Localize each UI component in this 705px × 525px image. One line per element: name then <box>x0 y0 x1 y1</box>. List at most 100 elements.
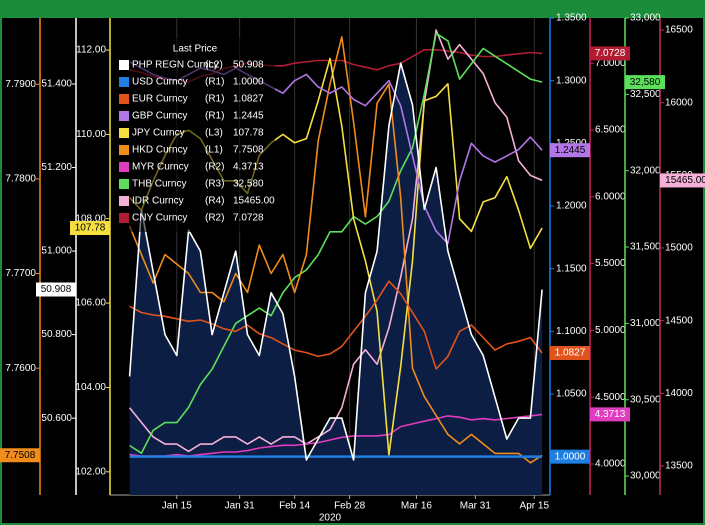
y-tick-label: 16500 <box>665 25 693 36</box>
legend-value: 7.7508 <box>233 145 264 156</box>
line <box>128 36 543 464</box>
y-tick-label: 31,500 <box>630 242 661 253</box>
legend-value: 107.78 <box>233 128 264 139</box>
last-value-box <box>660 173 705 188</box>
legend-name: HKD Curncy <box>132 145 188 156</box>
last-value-label: 50.908 <box>41 284 72 295</box>
y-tick-label: 14000 <box>665 388 693 399</box>
title-bar <box>0 0 705 18</box>
y-tick-label: 5.0000 <box>595 325 626 336</box>
y-tick-label: 6.5000 <box>595 125 626 136</box>
legend-name: GBP Curncy <box>132 111 187 122</box>
legend-axis: (R2) <box>205 213 224 224</box>
y-tick-label: 108.00 <box>75 213 106 224</box>
x-tick-label: Jan 31 <box>225 501 255 512</box>
y-tick-label: 5.5000 <box>595 258 626 269</box>
y-tick-label: 1.1500 <box>556 263 587 274</box>
legend-axis: (L2) <box>205 60 223 71</box>
legend-swatch <box>119 94 129 104</box>
legend-axis: (R2) <box>205 162 224 173</box>
y-tick-label: 51.200 <box>41 162 72 173</box>
legend-name: PHP REGN Curncy <box>132 60 219 71</box>
legend-value: 1.0000 <box>233 77 264 88</box>
y-tick-label: 32,000 <box>630 165 661 176</box>
y-tick-label: 1.1000 <box>556 326 587 337</box>
y-tick-label: 32,500 <box>630 89 661 100</box>
last-value-box <box>550 346 590 361</box>
last-value-label: 7.7508 <box>5 450 36 461</box>
x-tick-label: Mar 16 <box>401 501 433 512</box>
legend-name: EUR Curncy <box>132 94 188 105</box>
legend-name: MYR Curncy <box>132 162 189 173</box>
last-value-label: 32,580 <box>630 77 661 88</box>
y-tick-label: 1.3500 <box>556 13 587 24</box>
last-value-label: 1.0000 <box>555 451 586 462</box>
last-value-label: 4.3713 <box>595 409 626 420</box>
last-value-label: 7.0728 <box>595 48 626 59</box>
last-value-label: 1.0827 <box>555 348 586 359</box>
legend-swatch <box>119 196 129 206</box>
legend-value: 32,580 <box>233 179 264 190</box>
last-value-label: 107.78 <box>75 223 106 234</box>
legend-value: 15465.00 <box>233 196 275 207</box>
legend-swatch <box>119 162 129 172</box>
y-tick-label: 30,000 <box>630 471 661 482</box>
y-tick-label: 112.00 <box>76 45 106 56</box>
legend-swatch <box>119 111 129 121</box>
y-tick-label: 1.0500 <box>556 389 587 400</box>
legend-name: IDR Curncy <box>132 196 184 207</box>
legend: Last Price PHP REGN Curncy(L2) 50.908 USD C… <box>115 38 275 232</box>
last-value-box <box>70 221 110 236</box>
last-value-box <box>550 143 590 158</box>
last-value-box <box>550 449 590 464</box>
legend-axis: (L1) <box>205 145 223 156</box>
last-value-box <box>590 46 630 61</box>
line <box>129 32 543 454</box>
y-tick-label: 51.000 <box>41 246 72 257</box>
y-tick-label: 7.7700 <box>5 268 36 279</box>
y-tick-label: 51.400 <box>41 79 72 90</box>
y-tick-label: 106.00 <box>75 298 106 309</box>
legend-value: 1.2445 <box>233 111 264 122</box>
area <box>129 63 543 495</box>
y-tick-label: 110.00 <box>76 129 106 140</box>
legend-axis: (L3) <box>205 128 223 139</box>
y-tick-label: 7.7600 <box>5 363 36 374</box>
legend-name: THB Curncy <box>132 179 186 190</box>
last-value-box <box>0 448 40 463</box>
y-tick-label: 102.00 <box>75 466 106 477</box>
legend-swatch <box>119 145 129 155</box>
legend-name: CNY Curncy <box>132 213 187 224</box>
line <box>128 62 543 461</box>
last-value-label: 15465.00 <box>665 175 705 186</box>
y-tick-label: 33,000 <box>630 13 661 24</box>
y-tick-label: 30,500 <box>630 394 661 405</box>
legend-axis: (R1) <box>205 111 224 122</box>
y-tick-label: 14500 <box>665 315 693 326</box>
y-tick-label: 16000 <box>665 97 693 108</box>
legend-value: 1.0827 <box>233 94 264 105</box>
legend-value: 4.3713 <box>233 162 264 173</box>
y-tick-label: 4.5000 <box>595 392 626 403</box>
y-tick-label: 50.600 <box>41 413 72 424</box>
legend-swatch <box>119 213 129 223</box>
line <box>129 413 543 457</box>
y-tick-label: 13500 <box>665 461 693 472</box>
y-tick-label: 50.800 <box>41 329 72 340</box>
y-tick-label: 1.2000 <box>556 201 587 212</box>
y-tick-label: 7.7800 <box>5 174 36 185</box>
legend-name: JPY Curncy <box>132 128 185 139</box>
legend-name: USD Curncy <box>132 77 188 88</box>
legend-swatch <box>119 179 129 189</box>
last-value-box <box>590 407 630 422</box>
legend-value: 7.0728 <box>233 213 264 224</box>
y-tick-label: 1.3000 <box>556 75 587 86</box>
y-tick-label: 31,000 <box>630 318 661 329</box>
x-tick-label: Feb 28 <box>334 501 366 512</box>
last-value-box <box>36 282 76 297</box>
x-tick-label: Mar 31 <box>460 501 492 512</box>
last-value-label: 1.2445 <box>555 145 586 156</box>
legend-swatch <box>119 60 129 70</box>
